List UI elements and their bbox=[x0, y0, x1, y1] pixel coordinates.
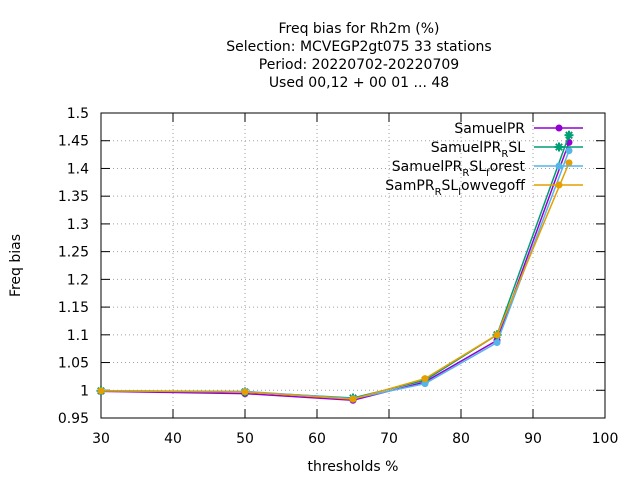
x-axis-label: thresholds % bbox=[308, 459, 399, 475]
data-point bbox=[555, 162, 563, 170]
y-tick-label: 1.35 bbox=[58, 189, 89, 205]
y-tick-label: 0.95 bbox=[58, 411, 89, 427]
y-tick-label: 1 bbox=[80, 383, 89, 399]
x-tick-label: 30 bbox=[92, 431, 110, 447]
x-tick-label: 40 bbox=[164, 431, 182, 447]
data-point bbox=[565, 147, 573, 155]
y-tick-label: 1.25 bbox=[58, 245, 89, 261]
data-point bbox=[493, 331, 501, 339]
x-tick-label: 100 bbox=[592, 431, 619, 447]
y-axis-label: Freq bias bbox=[8, 234, 24, 297]
x-tick-label: 60 bbox=[308, 431, 326, 447]
title-line: Selection: MCVEGP2gt075 33 stations bbox=[226, 39, 491, 55]
y-tick-label: 1.45 bbox=[58, 134, 89, 150]
legend-label: SamuelPR bbox=[454, 121, 525, 137]
x-tick-label: 80 bbox=[452, 431, 470, 447]
data-point bbox=[349, 395, 357, 403]
y-tick-label: 1.3 bbox=[67, 217, 89, 233]
x-tick-label: 70 bbox=[380, 431, 398, 447]
series-lines bbox=[96, 130, 574, 404]
legend-label: SamPRRSLlowvegoff bbox=[385, 178, 525, 198]
series-line bbox=[100, 162, 570, 400]
title-line: Used 00,12 + 00 01 ... 48 bbox=[269, 75, 449, 91]
data-point bbox=[493, 339, 501, 347]
legend-label: SamuelPRRSL bbox=[431, 140, 525, 160]
data-point bbox=[565, 159, 573, 167]
data-point bbox=[554, 142, 564, 152]
y-tick-label: 1.5 bbox=[67, 106, 89, 122]
title-line: Freq bias for Rh2m (%) bbox=[278, 21, 439, 37]
chart-title: Freq bias for Rh2m (%) Selection: MCVEGP2… bbox=[226, 21, 491, 91]
x-tick-label: 90 bbox=[524, 431, 542, 447]
data-point bbox=[555, 124, 563, 132]
legend: SamuelPR SamuelPRRSLSamuelPRRSLforestSamP… bbox=[385, 121, 583, 198]
legend-label: SamuelPRRSLforest bbox=[392, 159, 526, 179]
y-tick-label: 1.1 bbox=[67, 328, 89, 344]
series-SamPR_RSL_lowvegoff bbox=[97, 159, 573, 403]
y-tick-label: 1.15 bbox=[58, 300, 89, 316]
data-point bbox=[564, 130, 574, 140]
data-point bbox=[97, 387, 105, 395]
data-point bbox=[555, 181, 563, 189]
y-tick-label: 1.05 bbox=[58, 356, 89, 372]
data-point bbox=[421, 380, 429, 388]
grid bbox=[101, 113, 605, 418]
x-tick-label: 50 bbox=[236, 431, 254, 447]
y-tick-label: 1.2 bbox=[67, 272, 89, 288]
data-point bbox=[241, 388, 249, 396]
plot-frame bbox=[100, 112, 606, 419]
title-line: Period: 20220702-20220709 bbox=[259, 57, 459, 73]
data-point bbox=[421, 375, 429, 383]
axis-ticks: 30 40 50 60 70 80 90 100 0.95 1 1.05 1.1 1.15 1.2 1.25… bbox=[58, 106, 619, 447]
y-tick-label: 1.4 bbox=[67, 161, 89, 177]
